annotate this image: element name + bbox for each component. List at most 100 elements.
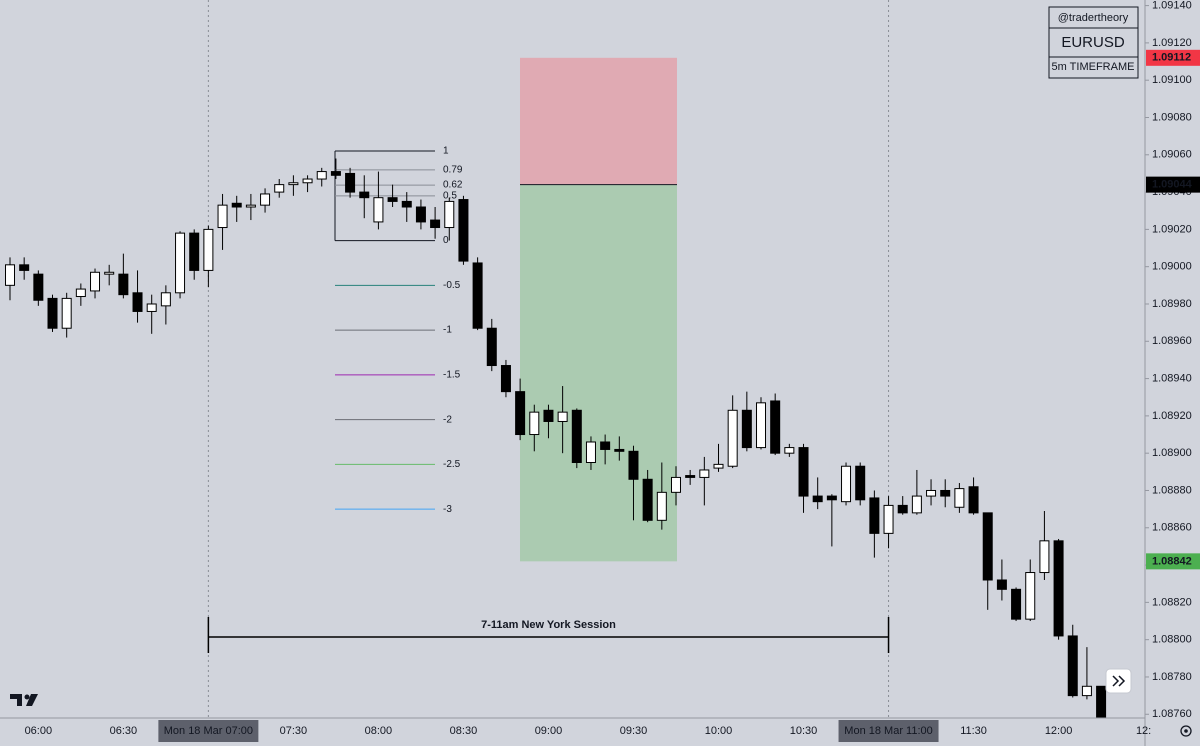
y-tick-label: 1.08860 bbox=[1152, 522, 1192, 534]
price-axis: 1.09140 1.09120 1.09100 1.09080 1.09060 1.090… bbox=[1145, 0, 1200, 720]
y-tick-label: 1.08880 bbox=[1152, 484, 1192, 496]
x-tick-label: 12: bbox=[1136, 725, 1151, 737]
candle-body bbox=[316, 171, 327, 180]
watermark-border bbox=[1048, 6, 1139, 79]
y-tick-label: 1.09140 bbox=[1152, 0, 1192, 12]
candle-body bbox=[288, 182, 299, 186]
candle-body bbox=[5, 264, 15, 286]
candle-body bbox=[401, 200, 412, 208]
candle-body bbox=[557, 411, 568, 422]
settings-icon[interactable] bbox=[1184, 729, 1188, 733]
candle-body bbox=[670, 476, 681, 493]
candle-body bbox=[869, 497, 880, 534]
y-tick-label: 1.08800 bbox=[1152, 634, 1192, 646]
candle-body bbox=[982, 512, 993, 581]
candle-body bbox=[160, 292, 171, 307]
candle-body bbox=[614, 448, 625, 452]
candle-body bbox=[543, 409, 554, 422]
candle-body bbox=[1096, 685, 1107, 718]
candle-body bbox=[685, 475, 696, 478]
fib-label: -2 bbox=[443, 414, 452, 425]
price-marker bbox=[1146, 49, 1200, 66]
candle-body bbox=[883, 504, 894, 534]
fib-label: 0 bbox=[443, 235, 449, 246]
time-axis: 06:00 06:30 Mon 18 Mar 07:00 07:30 08:00 08:3… bbox=[25, 720, 1151, 742]
candle-body bbox=[19, 264, 30, 271]
candle-body bbox=[260, 193, 271, 206]
fib-label: -0.5 bbox=[443, 280, 461, 291]
x-tick-label: Mon 18 Mar 11:00 bbox=[844, 725, 932, 737]
candle-body bbox=[642, 478, 653, 521]
y-tick-label: 1.09020 bbox=[1152, 223, 1192, 235]
candle-body bbox=[345, 172, 356, 193]
logo-part bbox=[26, 694, 38, 706]
candle-body bbox=[203, 228, 214, 271]
logo-part bbox=[10, 694, 22, 706]
candle-body bbox=[968, 486, 979, 514]
x-tick-label: 07:30 bbox=[280, 725, 308, 737]
fib-label: -1.5 bbox=[443, 369, 461, 380]
candle-body bbox=[90, 271, 101, 292]
watermark-symbol: EURUSD bbox=[1061, 34, 1125, 51]
y-tick-label: 1.08820 bbox=[1152, 596, 1192, 608]
x-tick-label: 09:00 bbox=[535, 725, 563, 737]
price-marker-label: 1.09044 bbox=[1152, 179, 1193, 191]
candle-body bbox=[656, 491, 667, 521]
candle-body bbox=[245, 204, 256, 208]
candle-body bbox=[940, 489, 951, 497]
x-label-highlight bbox=[158, 720, 259, 742]
candle-body bbox=[302, 178, 313, 184]
candle-body bbox=[699, 469, 710, 478]
x-tick-label: 10:00 bbox=[705, 725, 733, 737]
settings-button[interactable] bbox=[1180, 725, 1192, 737]
candle-body bbox=[104, 271, 115, 275]
candle-body bbox=[600, 441, 611, 450]
candle-body bbox=[1067, 635, 1078, 697]
scroll-to-latest-button[interactable] bbox=[1105, 668, 1132, 694]
logo-part bbox=[24, 694, 30, 700]
candle-body bbox=[770, 400, 781, 454]
candle-body bbox=[118, 273, 129, 296]
button-icon[interactable] bbox=[1112, 675, 1126, 687]
candle-body bbox=[855, 465, 866, 501]
y-tick-label: 1.09120 bbox=[1152, 37, 1192, 49]
candle-body bbox=[189, 232, 200, 271]
candle-body bbox=[1039, 540, 1050, 574]
candle-body bbox=[33, 273, 44, 301]
y-tick-label: 1.09060 bbox=[1152, 149, 1192, 161]
price-marker bbox=[1146, 176, 1200, 193]
candle-body bbox=[897, 504, 908, 514]
candle-body bbox=[430, 219, 441, 229]
x-tick-label: 06:00 bbox=[25, 725, 53, 737]
plot-area: 1 0.79 0.620.5 0 -0.5 -1 -1.5 -2 -2.5 -3 7-11am Ne… bbox=[5, 0, 1107, 718]
fib-label: -1 bbox=[443, 325, 452, 336]
x-tick-label: 10:30 bbox=[790, 725, 818, 737]
candle-body bbox=[996, 579, 1007, 590]
x-tick-label: Mon 18 Mar 07:00 bbox=[164, 725, 253, 737]
candle-body bbox=[217, 204, 228, 229]
candle-body bbox=[132, 292, 143, 312]
fib-label: -3 bbox=[443, 504, 452, 515]
candle-body bbox=[798, 447, 809, 497]
y-tick-label: 1.08940 bbox=[1152, 372, 1192, 384]
candle-body bbox=[415, 206, 426, 223]
candle-body bbox=[373, 197, 384, 223]
candle-body bbox=[741, 409, 752, 449]
x-tick-label: 09:30 bbox=[620, 725, 648, 737]
candle-body bbox=[47, 297, 58, 329]
candle-body bbox=[330, 171, 341, 176]
watermark-timeframe: 5m TIMEFRAME bbox=[1052, 61, 1135, 73]
candle-body bbox=[812, 495, 823, 503]
candle-body bbox=[500, 365, 511, 393]
x-tick-label: 08:00 bbox=[365, 725, 393, 737]
x-tick-label: 12:00 bbox=[1045, 725, 1073, 737]
settings-icon[interactable] bbox=[1180, 725, 1192, 737]
tradingview-logo bbox=[10, 694, 38, 706]
fib-label: 0.62 bbox=[443, 180, 463, 191]
fib-label: 0.5 bbox=[443, 190, 457, 201]
candle-body bbox=[75, 288, 86, 298]
stop-zone bbox=[520, 57, 677, 185]
candle-body bbox=[727, 409, 738, 467]
fib-label: -2.5 bbox=[443, 459, 461, 470]
